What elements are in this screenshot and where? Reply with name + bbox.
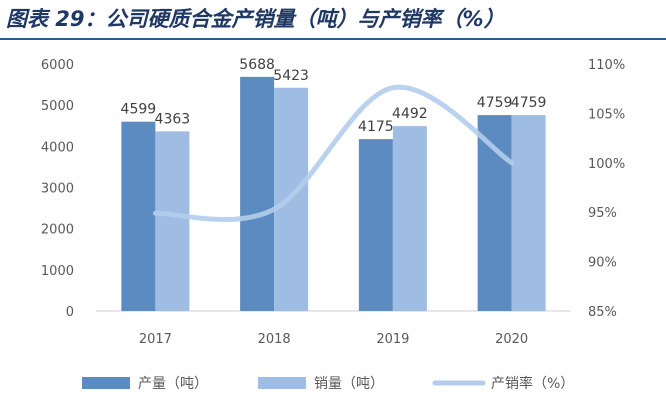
bars-group xyxy=(121,76,546,312)
sales-data-label: 4759 xyxy=(511,95,547,111)
sales-bar xyxy=(155,131,190,311)
sales-data-label: 4363 xyxy=(155,111,191,127)
left-axis-tick-label: 3000 xyxy=(41,182,74,197)
rate-line-group xyxy=(152,84,515,222)
right-axis-tick-label: 95% xyxy=(588,206,617,221)
x-axis-tick-label: 2018 xyxy=(258,332,291,347)
legend-sales-label: 销量（吨） xyxy=(314,376,384,392)
production-data-label: 4599 xyxy=(121,102,157,118)
chart-title: 图表 29：公司硬质合金产销量（吨）与产销率（%） xyxy=(6,7,505,31)
x-axis-tick-label: 2019 xyxy=(376,332,409,347)
sales-data-label: 5423 xyxy=(273,68,309,84)
production-bar xyxy=(121,121,156,311)
legend-sales-swatch xyxy=(258,377,306,389)
left-axis-tick-label: 4000 xyxy=(41,140,74,155)
legend-production-label: 产量（吨） xyxy=(138,376,208,392)
sales-bar xyxy=(392,126,427,311)
left-axis-ticks: 0 1000 2000 3000 4000 5000 6000 xyxy=(41,58,74,320)
left-axis-tick-label: 1000 xyxy=(41,264,74,279)
left-axis-tick-label: 5000 xyxy=(41,99,74,114)
production-data-label: 5688 xyxy=(239,57,275,73)
right-axis-tick-label: 85% xyxy=(588,305,617,320)
left-axis-tick-label: 0 xyxy=(66,305,74,320)
sales-data-label: 4492 xyxy=(392,106,428,122)
right-axis-tick-label: 90% xyxy=(588,256,617,271)
production-bar xyxy=(477,115,512,311)
right-axis-ticks: 85% 90% 95% 100% 105% 110% xyxy=(588,58,625,320)
rate-line xyxy=(152,84,515,222)
left-axis-tick-label: 2000 xyxy=(41,223,74,238)
right-axis-tick-label: 100% xyxy=(588,157,625,172)
right-axis-tick-label: 110% xyxy=(588,58,625,73)
production-bar xyxy=(358,139,393,311)
category-ticks: 2017 2018 2019 2020 xyxy=(139,332,528,347)
legend-production-swatch xyxy=(82,377,130,389)
left-axis-tick-label: 6000 xyxy=(41,58,74,73)
production-data-label: 4175 xyxy=(358,119,394,135)
right-axis-tick-label: 105% xyxy=(588,107,625,122)
production-bar xyxy=(240,76,275,312)
sales-bar xyxy=(511,115,546,311)
legend-rate-label: 产销率（%） xyxy=(491,375,574,392)
title-divider xyxy=(0,38,666,40)
x-axis-tick-label: 2020 xyxy=(495,332,528,347)
production-data-label: 4759 xyxy=(477,95,513,111)
x-axis-tick-label: 2017 xyxy=(139,332,172,347)
legend: 产量（吨） 销量（吨） 产销率（%） xyxy=(82,375,574,392)
